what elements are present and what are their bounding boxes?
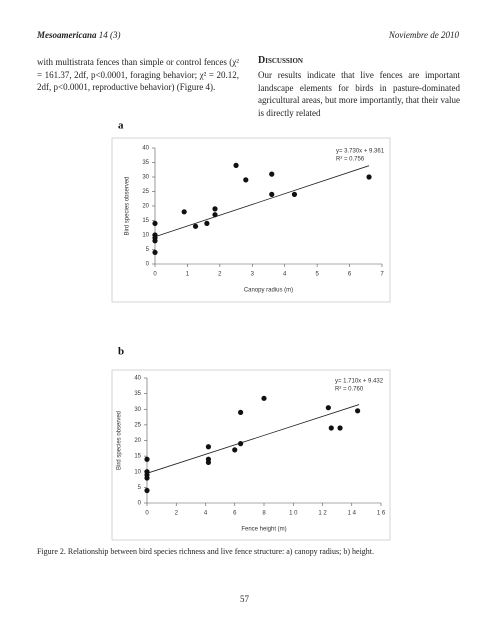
caption: Figure 2. Relationship between bird spec…	[37, 547, 375, 556]
y-tick-label: 15	[142, 218, 149, 224]
chart-frame	[111, 137, 391, 303]
x-tick-label: 6	[348, 272, 352, 278]
point	[269, 171, 275, 177]
y-tick-label: 35	[134, 391, 141, 397]
y-tick-label: 25	[142, 189, 149, 195]
point	[366, 174, 372, 180]
point	[212, 206, 218, 212]
section-heading: Discussion	[258, 55, 303, 66]
point	[212, 212, 218, 218]
point	[238, 409, 244, 415]
r-squared: R² = 0.756	[336, 157, 365, 163]
y-tick-label: 20	[134, 438, 141, 444]
point	[205, 444, 212, 450]
x-tick-label: 2	[175, 511, 179, 517]
point	[144, 456, 150, 462]
x-axis-label: Fence height (m)	[241, 527, 286, 533]
x-tick-label: 3	[251, 272, 255, 278]
point	[337, 425, 343, 431]
point	[181, 209, 187, 215]
point	[152, 232, 158, 238]
x-tick-label: 1	[186, 272, 190, 278]
x-tick-label: 0	[145, 511, 149, 517]
point	[328, 425, 334, 431]
left-text: with multistrata fences than simple or c…	[37, 57, 239, 92]
running-head: Mesoamericana 14 (3)	[37, 30, 121, 40]
r-squared: R² = 0.760	[335, 387, 364, 393]
journal: Mesoamericana	[37, 30, 97, 40]
point	[152, 220, 158, 226]
point	[291, 191, 298, 197]
x-tick-label: 1 2	[318, 511, 327, 517]
point	[205, 456, 212, 462]
y-tick-label: 10	[142, 233, 149, 239]
x-tick-label: 2	[218, 272, 222, 278]
trendline	[154, 165, 370, 238]
point	[144, 487, 150, 494]
point	[192, 223, 199, 229]
point	[204, 220, 210, 226]
x-tick-label: 0	[153, 272, 157, 278]
y-tick-label: 30	[134, 407, 141, 413]
y-tick-label: 15	[134, 454, 141, 460]
y-tick-label: 5	[138, 485, 142, 491]
y-tick-label: 35	[142, 160, 149, 166]
y-tick-label: 0	[146, 262, 150, 268]
x-tick-label: 8	[262, 511, 266, 517]
point	[233, 162, 239, 168]
equation: y= 1.710x + 9.432	[335, 379, 384, 385]
discussion-text: Our results indicate that live fences ar…	[258, 70, 460, 118]
point	[325, 405, 331, 411]
y-tick-label: 25	[134, 422, 141, 428]
x-tick-label: 5	[315, 272, 319, 278]
point	[152, 249, 158, 255]
chart-frame	[111, 369, 391, 541]
point	[261, 395, 267, 401]
panel-label: a	[118, 120, 124, 132]
page-number: 57	[240, 594, 249, 604]
y-axis-label: Bird species observed	[117, 411, 123, 470]
y-tick-label: 20	[142, 204, 149, 210]
y-tick-label: 30	[142, 175, 149, 181]
y-tick-label: 40	[142, 146, 149, 152]
x-tick-label: 4	[204, 511, 208, 517]
issue: 14 (3)	[98, 30, 121, 40]
x-tick-label: 6	[233, 511, 237, 517]
y-tick-label: 5	[146, 247, 150, 253]
point	[144, 469, 150, 475]
equation: y= 3.730x + 9.361	[336, 149, 385, 155]
trendline	[146, 404, 360, 474]
x-tick-label: 1 0	[289, 511, 298, 517]
x-tick-label: 1 4	[348, 511, 357, 517]
point	[238, 441, 244, 447]
date: Noviembre de 2010	[388, 30, 459, 40]
x-tick-label: 4	[283, 272, 287, 278]
point	[355, 408, 361, 414]
x-axis-label: Canopy radius (m)	[244, 288, 293, 294]
point	[269, 191, 275, 197]
y-tick-label: 0	[138, 501, 142, 507]
point	[243, 177, 249, 183]
y-axis-label: Bird species observed	[125, 176, 131, 235]
y-tick-label: 40	[134, 376, 141, 382]
point	[232, 447, 238, 453]
panel-label: b	[118, 346, 124, 358]
y-tick-label: 10	[134, 469, 141, 475]
x-tick-label: 7	[380, 272, 384, 278]
x-tick-label: 1 6	[377, 511, 386, 517]
